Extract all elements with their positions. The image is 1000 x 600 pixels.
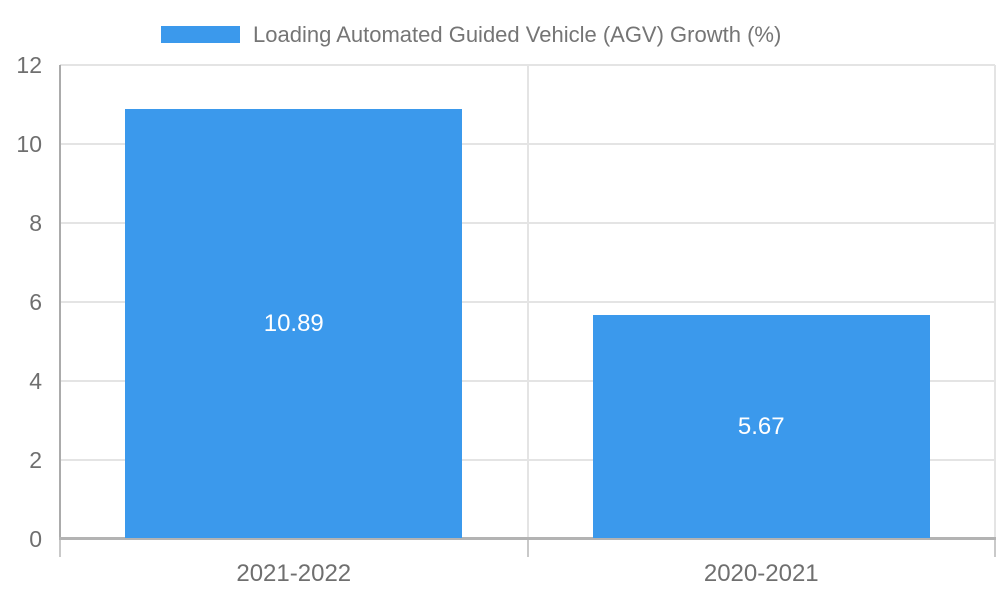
y-axis-tick-label: 2 bbox=[29, 446, 42, 473]
y-axis-tick-label: 6 bbox=[29, 288, 42, 315]
y-axis-tick-label: 8 bbox=[29, 209, 42, 236]
axis-tick bbox=[994, 539, 996, 557]
legend-label: Loading Automated Guided Vehicle (AGV) G… bbox=[253, 22, 782, 47]
y-axis-tick-label: 12 bbox=[16, 52, 42, 78]
axis-tick bbox=[526, 539, 529, 557]
x-axis-label: 2020-2021 bbox=[703, 560, 819, 587]
x-axis-label: 2021-2022 bbox=[236, 560, 352, 587]
y-axis-tick-label: 0 bbox=[29, 525, 42, 552]
y-axis-tick-label: 10 bbox=[16, 130, 42, 157]
x-axis-line bbox=[59, 537, 996, 540]
axis-tick bbox=[59, 539, 61, 557]
chart-legend[interactable]: Loading Automated Guided Vehicle (AGV) G… bbox=[161, 20, 781, 49]
legend-swatch bbox=[161, 26, 240, 43]
bar-2020-2021[interactable] bbox=[592, 314, 930, 539]
gridline bbox=[526, 65, 529, 539]
gridline bbox=[994, 65, 996, 539]
y-axis-tick-label: 4 bbox=[29, 367, 42, 394]
y-axis-line bbox=[59, 65, 61, 539]
bar-2021-2022[interactable] bbox=[125, 108, 463, 539]
